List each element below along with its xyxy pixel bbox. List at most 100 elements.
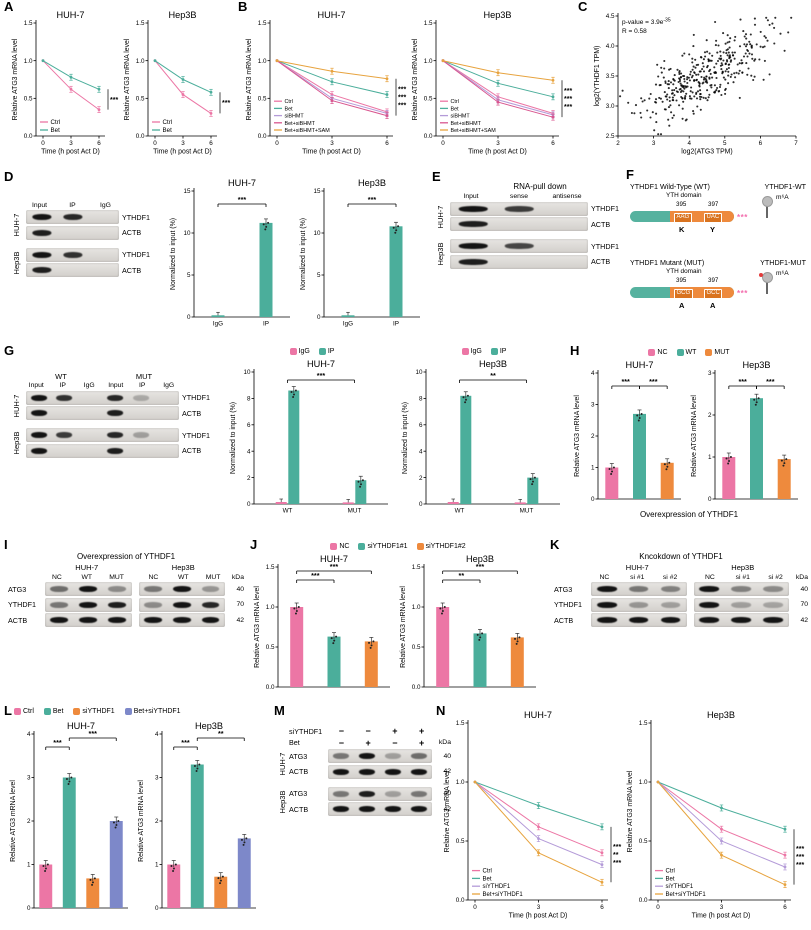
blot-band — [597, 601, 617, 608]
blot-strip — [26, 263, 119, 277]
codon-2: UAC — [704, 212, 722, 223]
svg-text:Time (h post Act D): Time (h post Act D) — [509, 913, 568, 920]
svg-text:***: *** — [564, 88, 572, 95]
svg-text:Bet: Bet — [163, 127, 173, 134]
svg-text:HUH-7: HUH-7 — [56, 10, 84, 20]
svg-text:**: ** — [218, 729, 224, 738]
line-chart-a-hep3b: 0.0 0.5 1.0 1.5 Relative ATG3 mRNA level Hep3… — [122, 8, 234, 158]
bar — [364, 641, 378, 687]
blot-band — [332, 768, 350, 775]
g-huh7-column: IgG IP 0 2 4 6 8 10 Normalized to input (%) HUH-… — [228, 346, 396, 515]
svg-text:0: 0 — [41, 140, 45, 147]
bar — [750, 398, 763, 499]
svg-text:0.0: 0.0 — [136, 133, 145, 140]
svg-text:4: 4 — [247, 448, 251, 455]
line-chart-n-hep3b: 0.0 0.5 1.0 1.5 Relative ATG3 mRNA level Hep3… — [625, 708, 808, 922]
blot-band — [699, 586, 720, 592]
bar-chart-j-hep3b: 0.0 0.5 1.0 1.5 Relative ATG3 mRNA level Hep3… — [398, 552, 544, 698]
bar — [514, 502, 526, 504]
blot-band — [597, 586, 617, 592]
mut-construct-title: YTHDF1 Mutant (MUT) — [630, 258, 705, 267]
legend-item: NC — [648, 349, 668, 356]
bar — [341, 315, 355, 317]
blot-row: YTHDF1 — [23, 210, 164, 224]
m6a-ball — [762, 196, 773, 207]
svg-text:3: 3 — [330, 140, 334, 147]
blot-band — [504, 243, 534, 249]
svg-text:Relative ATG3 mRNA level: Relative ATG3 mRNA level — [574, 395, 581, 477]
scatter-svg: 2.5 3.0 3.5 4.0 4.5 log2(YTHDF1 TPM) log2(ATG3… — [594, 13, 798, 156]
bar — [722, 457, 736, 499]
sirna-legend: NC siYTHDF1#1 siYTHDF1#2 — [250, 541, 546, 552]
bar — [62, 777, 76, 908]
panel-L: L Ctrl Bet siYTHDF1 Bet+siYTHDF1 0 1 2 3 4 Relat… — [4, 703, 268, 928]
bar — [447, 502, 459, 504]
blot-band — [660, 617, 681, 623]
blot-band — [107, 410, 124, 416]
bar — [355, 480, 367, 504]
bar — [288, 390, 300, 504]
line-svg: 0.0 0.5 1.0 1.5 Relative ATG3 mRNA level Hep3… — [627, 710, 804, 920]
svg-text:0: 0 — [708, 496, 712, 503]
bar — [527, 477, 539, 504]
yth-domain-segment — [670, 287, 734, 298]
scatter-chart-correlation: 2.5 3.0 3.5 4.0 4.5 log2(YTHDF1 TPM) log2(ATG3… — [592, 8, 804, 158]
svg-text:3: 3 — [708, 370, 712, 377]
blot-strip — [26, 443, 179, 458]
blot-band — [358, 768, 376, 775]
bar — [39, 864, 53, 908]
legend-label: WT — [685, 349, 697, 356]
blot-row: NC WT MUT NC WT MUT kDa — [52, 573, 244, 581]
blot-row: ATG3 40 — [289, 786, 451, 801]
blot-row: ACTB 42 — [8, 613, 244, 627]
legend-label: siYTHDF1 — [82, 708, 115, 715]
blot-row: ACTB — [447, 217, 633, 231]
svg-text:WT: WT — [455, 508, 465, 515]
bar — [777, 459, 791, 499]
blot-band — [332, 790, 350, 797]
blot-strip — [328, 749, 432, 763]
blot-band — [384, 790, 402, 797]
blot-row: ACTB — [23, 263, 164, 277]
svg-text:0.0: 0.0 — [412, 684, 421, 691]
svg-text:3: 3 — [155, 775, 159, 782]
legend-label: Bet+siYTHDF1 — [133, 708, 181, 715]
svg-text:1: 1 — [155, 862, 159, 869]
blot-band — [143, 586, 162, 592]
svg-text:Time (h post Act D): Time (h post Act D) — [41, 149, 100, 156]
legend-item: NC — [330, 543, 349, 550]
blot-band — [79, 586, 98, 592]
blot-title: Overexpression of YTHDF1 — [76, 552, 176, 561]
legend-swatch — [43, 708, 51, 715]
svg-text:3: 3 — [652, 140, 656, 147]
bar — [633, 413, 646, 499]
panel-label-H: H — [570, 343, 580, 358]
svg-text:***: *** — [621, 377, 630, 386]
svg-text:***: *** — [796, 846, 804, 853]
svg-text:2: 2 — [155, 818, 159, 825]
blot-strip — [693, 597, 789, 612]
svg-text:p-value = 3.9e-35: p-value = 3.9e-35 — [622, 17, 671, 26]
series-line — [442, 60, 554, 98]
panel-label-F: F — [626, 167, 634, 182]
svg-text:Hep3B: Hep3B — [466, 554, 494, 564]
overexpression-blot: Overexpression of YTHDF1 HUH-7 Hep3B NC WT MU… — [8, 552, 244, 627]
blot-band — [458, 258, 488, 265]
panel-label-M: M — [274, 703, 285, 718]
panel-label-J: J — [250, 537, 258, 552]
panel-F: F YTHDF1 Wild-Type (WT) YTHDF1-WT YTH do… — [626, 167, 808, 338]
svg-text:0: 0 — [247, 501, 251, 508]
blot-band — [660, 586, 681, 592]
codon-2: GCC — [704, 288, 723, 299]
svg-text:5: 5 — [723, 140, 727, 147]
svg-text:10: 10 — [183, 230, 191, 237]
svg-text:0: 0 — [27, 905, 31, 912]
svg-text:***: *** — [613, 860, 621, 867]
svg-text:4: 4 — [687, 140, 691, 147]
rip-western-blot: Input IP IgG YTHDF1 ACTB YTHDF1 ACTB HUH-7 Hep3B — [12, 200, 164, 279]
line-svg: 0.0 0.5 1.0 1.5 Relative ATG3 mRNA level Hep3… — [412, 10, 572, 156]
bar-chart-g-huh7: 0 2 4 6 8 10 Normalized to input (%) HUH-7 WT MUT… — [228, 357, 396, 515]
svg-text:***: *** — [53, 738, 62, 747]
